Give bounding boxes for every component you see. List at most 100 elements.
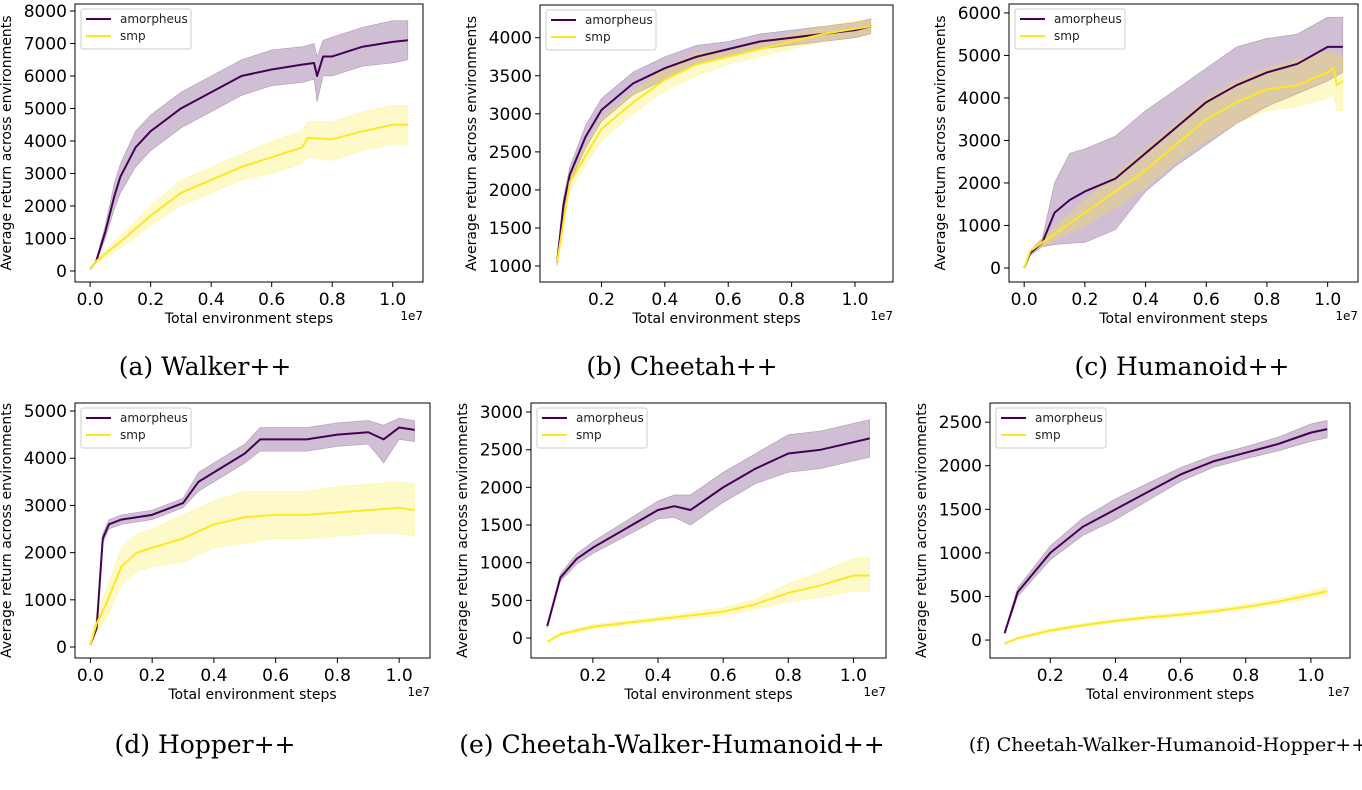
- legend-label-smp: smp: [1054, 29, 1080, 43]
- x-tick-label: 0.8: [778, 290, 805, 310]
- axes-frame: [989, 402, 1351, 659]
- line-smp: [89, 506, 415, 645]
- x-tick-label: 1.0: [1297, 666, 1324, 686]
- x-tick-label: 1.0: [386, 666, 413, 686]
- y-tick-label: 5000: [958, 46, 1001, 66]
- y-tick-label: 0: [990, 259, 1001, 279]
- legend: amorpheus smp: [80, 407, 192, 449]
- legend-label-amorpheus: amorpheus: [576, 411, 644, 425]
- band-smp: [546, 557, 871, 644]
- x-tick-label: 0.0: [1011, 290, 1038, 310]
- line-amorpheus: [89, 426, 415, 645]
- caption-f: (f) Cheetah-Walker-Humanoid-Hopper++: [968, 734, 1362, 756]
- line-smp: [546, 574, 870, 643]
- y-tick-label: 2000: [489, 181, 532, 201]
- y-tick-label: 7000: [24, 34, 67, 54]
- y-tick-label: 3000: [24, 164, 67, 184]
- y-tick-label: 2000: [939, 457, 982, 477]
- line-smp: [89, 123, 408, 270]
- x-tick-label: 0.8: [775, 666, 802, 686]
- x-tick-label: 0.6: [262, 666, 289, 686]
- y-tick-label: 1000: [24, 229, 67, 249]
- caption-a: (a) Walker++: [118, 352, 292, 381]
- x-axis-label: Total environment steps: [1085, 687, 1254, 703]
- x-tick-label: 1.0: [840, 666, 867, 686]
- x-axis-label: Total environment steps: [631, 311, 800, 327]
- x-tick-label: 0.4: [198, 290, 225, 310]
- y-tick-label: 3000: [489, 105, 532, 125]
- y-tick-label: 0: [512, 629, 523, 649]
- axes-frame: [74, 402, 431, 659]
- legend-label-amorpheus: amorpheus: [120, 411, 188, 425]
- y-axis-label: Average return across environments: [0, 16, 15, 271]
- y-tick-label: 3500: [489, 67, 532, 87]
- x-tick-label: 0.0: [77, 666, 104, 686]
- legend-label-amorpheus: amorpheus: [585, 13, 653, 27]
- y-tick-label: 1500: [939, 500, 982, 520]
- legend-label-smp: smp: [576, 428, 602, 442]
- chart-panel-d: 0 1000 2000 3000 4000 5000 0.0 0.2 0.4 0.6 0.8 1.0 T…: [0, 402, 431, 703]
- x-tick-label: 0.4: [651, 290, 678, 310]
- y-tick-label: 2000: [24, 544, 67, 564]
- y-tick-label: 4000: [958, 89, 1001, 109]
- legend: amorpheus smp: [80, 8, 192, 50]
- y-tick-label: 4000: [24, 132, 67, 152]
- y-tick-label: 1000: [480, 554, 523, 574]
- band-smp: [556, 18, 872, 267]
- band-amorpheus: [546, 419, 871, 628]
- x-tick-label: 0.2: [588, 290, 615, 310]
- legend-label-amorpheus: amorpheus: [1035, 411, 1103, 425]
- line-amorpheus: [1003, 428, 1328, 634]
- band-amorpheus: [1004, 420, 1328, 635]
- y-tick-label: 0: [56, 638, 67, 658]
- y-tick-label: 2000: [958, 174, 1001, 194]
- y-tick-label: 5000: [24, 99, 67, 119]
- y-tick-label: 2500: [939, 413, 982, 433]
- line-smp: [1023, 67, 1344, 269]
- legend-label-amorpheus: amorpheus: [120, 12, 188, 26]
- y-axis-label: Average return across environments: [914, 403, 930, 658]
- y-tick-label: 500: [491, 591, 523, 611]
- y-tick-label: 4000: [489, 29, 532, 49]
- legend-label-smp: smp: [585, 30, 611, 44]
- y-tick-label: 6000: [24, 67, 67, 87]
- y-tick-label: 1500: [489, 219, 532, 239]
- y-tick-label: 0: [971, 631, 982, 651]
- x-offset-label: 1e7: [400, 309, 423, 323]
- x-tick-label: 0.0: [77, 290, 104, 310]
- x-tick-label: 0.6: [1167, 666, 1194, 686]
- y-tick-label: 1000: [939, 544, 982, 564]
- band-amorpheus: [1023, 16, 1344, 269]
- x-offset-label: 1e7: [407, 685, 430, 699]
- y-tick-label: 1500: [480, 516, 523, 536]
- x-tick-label: 0.2: [1071, 290, 1098, 310]
- chart-panel-a: 0 1000 2000 3000 4000 5000 6000 7000 8000 0.0 0.2 0…: [0, 2, 424, 327]
- y-tick-label: 8000: [24, 2, 67, 22]
- x-tick-label: 0.2: [139, 666, 166, 686]
- legend: amorpheus smp: [545, 9, 657, 51]
- legend: amorpheus smp: [536, 407, 648, 449]
- line-amorpheus: [546, 437, 870, 627]
- legend-label-smp: smp: [1035, 428, 1061, 442]
- axes-frame: [530, 402, 887, 659]
- band-amorpheus: [90, 417, 415, 645]
- x-tick-label: 0.6: [1193, 290, 1220, 310]
- band-amorpheus: [556, 18, 872, 267]
- y-tick-label: 1000: [24, 591, 67, 611]
- line-smp: [1004, 590, 1328, 645]
- x-offset-label: 1e7: [870, 309, 893, 323]
- axes-frame: [539, 4, 894, 283]
- x-offset-label: 1e7: [1327, 685, 1350, 699]
- chart-panel-e: 0 500 1000 1500 2000 2500 3000 0.2 0.4 0.6 0.8 1.0 T…: [455, 402, 887, 703]
- y-tick-label: 3000: [480, 403, 523, 423]
- y-axis-label: Average return across environments: [933, 16, 949, 271]
- chart-panel-f: 0 500 1000 1500 2000 2500 0.2 0.4 0.6 0.8 1.0 Total…: [914, 402, 1351, 703]
- y-tick-label: 500: [950, 587, 982, 607]
- x-tick-label: 0.6: [258, 290, 285, 310]
- y-tick-label: 3000: [958, 131, 1001, 151]
- x-tick-label: 0.8: [1253, 290, 1280, 310]
- legend-label-smp: smp: [120, 29, 146, 43]
- x-tick-label: 0.8: [319, 290, 346, 310]
- chart-panel-c: 0 1000 2000 3000 4000 5000 6000 0.0 0.2 0.4 0.6 0.8…: [933, 3, 1359, 327]
- y-axis-label: Average return across environments: [0, 403, 15, 658]
